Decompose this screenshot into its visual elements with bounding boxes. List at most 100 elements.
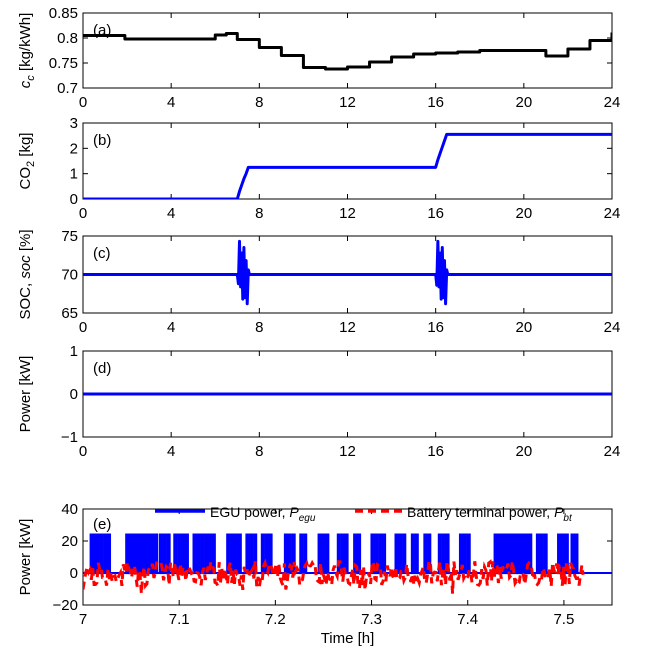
series-line: [83, 239, 612, 306]
series-line: [83, 32, 612, 71]
y-tick-label: 0: [70, 565, 78, 582]
x-tick-label: 24: [604, 319, 621, 336]
egu-pulse: [180, 533, 186, 575]
egu-pulse: [233, 533, 238, 575]
egu-pulse: [162, 533, 167, 575]
egu-pulse: [226, 533, 231, 575]
egu-pulse: [204, 533, 209, 575]
egu-pulse: [381, 533, 387, 575]
x-tick-label: 12: [339, 94, 356, 111]
egu-pulse: [570, 533, 575, 575]
y-tick-label: 65: [61, 305, 78, 322]
egu-pulse: [291, 533, 296, 575]
egu-pulse: [299, 533, 304, 575]
panel-label: (b): [93, 132, 111, 149]
egu-pulse: [394, 533, 399, 575]
x-tick-label: 8: [255, 443, 263, 460]
x-tick-label: 7.2: [265, 611, 286, 628]
egu-pulse: [142, 533, 147, 575]
egu-pulse: [513, 533, 518, 575]
egu-pulse: [106, 533, 112, 575]
y-tick-label: 0.85: [49, 5, 78, 22]
egu-pulse: [402, 533, 407, 575]
x-tick-label: 4: [167, 94, 175, 111]
egu-pulse: [410, 533, 415, 575]
egu-pulse: [519, 533, 524, 575]
x-axis-label: Time [h]: [321, 630, 375, 647]
legend-battery-label: Battery terminal power, Pbt: [407, 504, 573, 524]
egu-pulse: [378, 533, 383, 575]
egu-pulse: [184, 533, 189, 575]
egu-pulse: [564, 533, 569, 575]
y-tick-label: −1: [61, 429, 78, 446]
x-tick-label: 4: [167, 443, 175, 460]
panel-label: (c): [93, 245, 111, 262]
egu-pulse: [516, 533, 521, 575]
x-tick-label: 12: [339, 443, 356, 460]
egu-pulse: [158, 533, 163, 575]
x-tick-label: 16: [427, 443, 444, 460]
y-tick-label: 75: [61, 228, 78, 245]
x-tick-label: 8: [255, 94, 263, 111]
egu-pulse: [92, 533, 97, 575]
egu-pulse: [356, 533, 362, 575]
x-tick-label: 24: [604, 205, 621, 222]
plot-area: [83, 533, 612, 594]
egu-pulse: [139, 533, 144, 575]
x-tick-label: 7.4: [457, 611, 478, 628]
x-tick-label: 4: [167, 205, 175, 222]
x-tick-label: 16: [427, 205, 444, 222]
x-tick-label: 7.5: [553, 611, 574, 628]
y-tick-label: 1: [70, 343, 78, 360]
y-axis-label: Power [kW]: [17, 356, 34, 433]
x-tick-label: 0: [79, 205, 87, 222]
egu-pulse: [196, 533, 201, 575]
egu-pulse: [154, 533, 159, 575]
plot-area: [83, 132, 612, 199]
egu-pulse: [466, 533, 471, 575]
x-tick-label: 16: [427, 319, 444, 336]
egu-pulse: [441, 533, 446, 575]
x-tick-label: 16: [427, 94, 444, 111]
panel-c: 0 4 8 12 16 20 24 65 70 75 SOC, soc [%] (c): [17, 228, 620, 336]
panel-e: 7 7.1 7.2 7.3 7.4 7.5 −20 0 20 40 Power [kW] (e) Tim…: [17, 501, 613, 647]
egu-pulse: [321, 533, 326, 575]
y-tick-label: 0: [70, 191, 78, 208]
egu-pulse: [237, 533, 242, 575]
y-axis-label: SOC, soc [%]: [17, 229, 34, 319]
x-tick-label: 7.1: [169, 611, 190, 628]
egu-pulse: [543, 533, 548, 575]
y-axis-label: cc [kg/kWh]: [17, 13, 37, 89]
egu-pulse: [539, 533, 544, 575]
egu-pulse: [145, 533, 150, 575]
x-tick-label: 4: [167, 319, 175, 336]
egu-pulse: [374, 533, 379, 575]
egu-pulse: [287, 533, 292, 575]
egu-pulse: [528, 533, 533, 575]
egu-pulse: [260, 533, 265, 575]
egu-pulse: [173, 533, 178, 575]
egu-pulse: [344, 533, 349, 575]
egu-pulse: [458, 533, 464, 575]
x-tick-label: 20: [515, 319, 532, 336]
y-tick-label: 0.7: [57, 80, 78, 97]
y-tick-label: 0.8: [57, 30, 78, 47]
egu-pulse: [445, 533, 450, 575]
egu-pulse: [268, 533, 273, 575]
y-tick-label: 2: [70, 140, 78, 157]
y-tick-label: 3: [70, 115, 78, 132]
x-tick-label: 8: [255, 319, 263, 336]
legend: EGU power, Pegu Battery terminal power, P…: [155, 504, 573, 524]
legend-egu-label: EGU power, Pegu: [210, 504, 316, 524]
x-tick-label: 0: [79, 443, 87, 460]
y-tick-label: 0: [70, 386, 78, 403]
x-tick-label: 12: [339, 319, 356, 336]
egu-pulse: [317, 533, 322, 575]
egu-pulse: [398, 533, 403, 575]
egu-pulse: [166, 533, 171, 575]
x-tick-label: 20: [515, 94, 532, 111]
egu-pulse: [574, 533, 579, 575]
